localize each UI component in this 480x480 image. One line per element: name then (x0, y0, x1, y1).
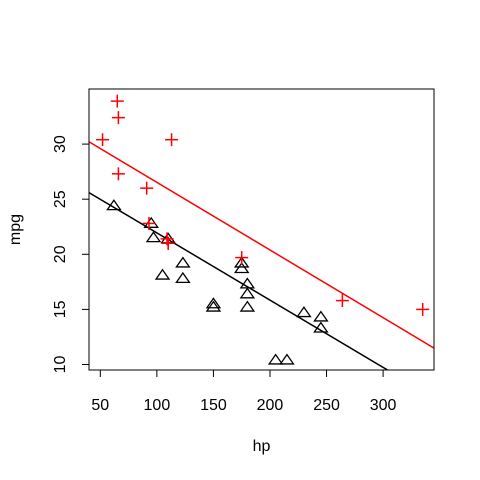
regression-line-1 (89, 141, 434, 349)
data-point-plus (110, 94, 124, 108)
data-point-plus (96, 133, 110, 147)
data-point-triangle (175, 271, 191, 284)
data-point-plus (416, 302, 430, 316)
data-point-triangle (106, 199, 122, 211)
y-tick-label: 15 (52, 300, 69, 318)
y-tick-label: 20 (52, 245, 69, 263)
data-point-triangle (239, 287, 256, 299)
y-tick-label: 10 (52, 355, 69, 373)
data-point-plus (111, 111, 125, 125)
data-point-triangle (145, 231, 162, 243)
x-tick-label: 50 (91, 397, 109, 414)
x-axis-title: hp (253, 438, 271, 455)
data-point-triangle (143, 216, 159, 228)
data-point-triangle (313, 321, 329, 333)
x-tick-label: 300 (370, 397, 397, 414)
x-tick-label: 100 (144, 397, 171, 414)
y-axis: 10 15 20 25 30 (52, 135, 90, 373)
data-point-triangle (205, 297, 222, 309)
data-point-triangle (205, 300, 222, 312)
data-point-triangle (239, 300, 256, 312)
data-point-plus (161, 236, 175, 250)
data-point-triangle (279, 353, 295, 365)
data-point-triangle (267, 353, 284, 365)
data-point-triangle (313, 310, 329, 322)
x-tick-label: 250 (313, 397, 340, 414)
y-axis-title: mpg (7, 214, 24, 245)
data-point-plus (235, 251, 249, 265)
data-point-triangle (233, 256, 250, 268)
x-axis: 50 100 150 200 250 300 (91, 369, 397, 414)
data-points (96, 94, 430, 365)
y-tick-label: 30 (52, 135, 69, 153)
data-point-triangle (154, 268, 171, 280)
y-tick-label: 25 (52, 190, 69, 208)
data-point-triangle (233, 261, 250, 274)
data-point-plus (335, 294, 349, 308)
data-point-plus (111, 167, 125, 181)
data-point-triangle (296, 306, 312, 318)
data-point-plus (140, 181, 154, 195)
x-tick-label: 200 (257, 397, 284, 414)
x-tick-label: 150 (200, 397, 227, 414)
data-point-triangle (175, 256, 191, 268)
data-point-plus (165, 133, 179, 147)
data-point-plus (142, 216, 156, 230)
